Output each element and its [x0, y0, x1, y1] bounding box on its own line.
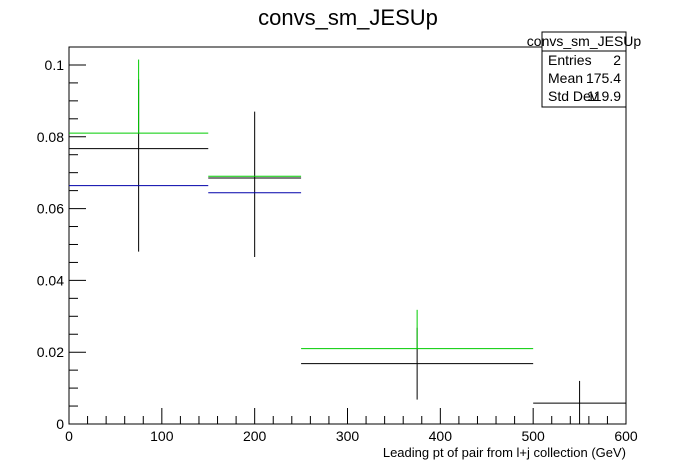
stats-stddev-value: 119.9	[587, 88, 621, 104]
y-axis: 0 0.02 0.04 0.06 0.08 0.1	[37, 46, 86, 432]
chart-title: convs_sm_JESUp	[258, 5, 438, 30]
stats-box: convs_sm_JESUp Entries 2 Mean 175.4 Std …	[527, 31, 642, 108]
stats-box-frame	[541, 31, 627, 108]
stats-mean-value: 175.4	[586, 70, 621, 86]
series-0	[69, 79, 626, 424]
x-axis-label: Leading pt of pair from l+j collection (…	[383, 445, 626, 460]
y-tick-label: 0.04	[37, 272, 64, 288]
x-tick-label: 300	[336, 428, 360, 444]
series-1	[69, 59, 534, 350]
stats-entries-label: Entries	[548, 52, 592, 68]
data-series	[69, 59, 626, 424]
x-tick-label: 0	[65, 428, 73, 444]
y-tick-label: 0.08	[37, 129, 64, 145]
x-tick-label: 100	[150, 428, 174, 444]
y-tick-label: 0.06	[37, 201, 64, 217]
series-2	[69, 185, 302, 194]
stats-mean-label: Mean	[548, 70, 583, 86]
y-tick-label: 0.02	[37, 344, 64, 360]
y-tick-label: 0.1	[45, 57, 65, 73]
x-tick-label: 400	[429, 428, 453, 444]
y-tick-label: 0	[56, 416, 64, 432]
x-axis: 0 100 200 300 400 500 600	[65, 408, 638, 444]
x-tick-label: 600	[614, 428, 638, 444]
x-tick-label: 500	[521, 428, 545, 444]
stats-box-title: convs_sm_JESUp	[527, 33, 642, 49]
stats-stddev-label: Std Dev	[548, 88, 598, 104]
stats-entries-value: 2	[613, 52, 621, 68]
x-tick-label: 200	[243, 428, 267, 444]
